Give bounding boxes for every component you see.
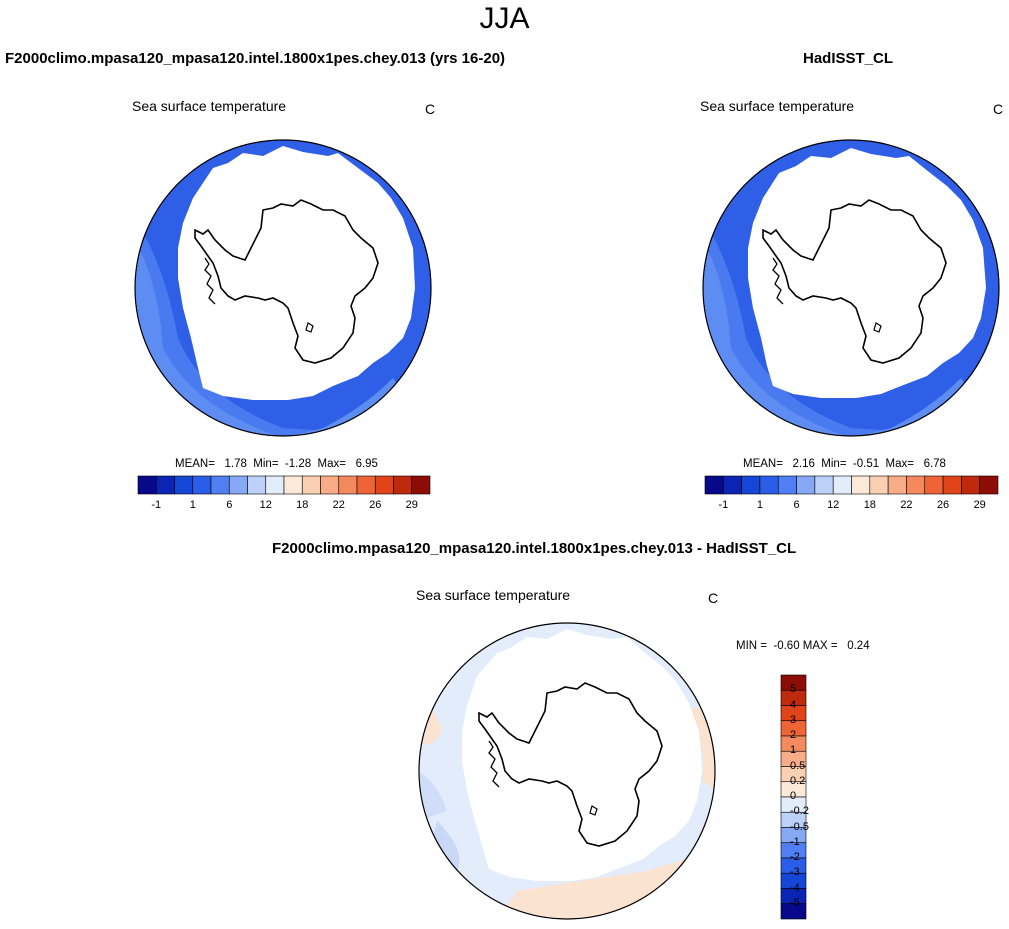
colorbar-swatch (796, 475, 816, 495)
colorbar-tick-label: -1 (790, 835, 800, 848)
colorbar-tick-label: 22 (900, 499, 913, 511)
colorbar-swatch (411, 475, 431, 495)
units-label-obs: C (993, 101, 1004, 117)
colorbar-swatch (906, 475, 926, 495)
colorbar-tick-label: 22 (332, 499, 345, 511)
variable-label-obs: Sea surface temperature (700, 98, 855, 114)
colorbar-swatch (320, 475, 340, 495)
map-obs (702, 139, 1000, 437)
colorbar-tick-label: 0.2 (790, 774, 806, 787)
colorbar-swatch (356, 475, 376, 495)
colorbar-tick-label: 1 (756, 499, 763, 511)
colorbar-swatch (869, 475, 889, 495)
colorbar-tick-label: 6 (226, 499, 233, 511)
season-title: JJA (479, 2, 530, 35)
map-model (134, 139, 432, 437)
colorbar-tick-label: 0.5 (790, 759, 806, 772)
colorbar-tick-label: 18 (863, 499, 876, 511)
colorbar-labels-diff: 5 4 3 2 1 0.5 0.2 0 -0.2 -0.5 -1 -2 -3 -4 -5 (790, 675, 830, 919)
stats-model: MEAN= 1.78 Min= -1.28 Max= 6.95 (175, 458, 378, 470)
colorbar-swatch (374, 475, 394, 495)
colorbar-tick-label: -4 (790, 881, 800, 894)
colorbar-tick-label: 2 (790, 729, 797, 741)
variable-label-model: Sea surface temperature (132, 98, 287, 114)
colorbar-tick-label: 5 (790, 683, 797, 696)
colorbar-swatch (814, 475, 834, 495)
colorbar-tick-label: 12 (259, 499, 272, 511)
colorbar-swatch (283, 475, 303, 495)
colorbar-tick-label: 3 (790, 713, 797, 726)
colorbar-swatch (210, 475, 230, 495)
colorbar-labels-obs: -1 1 6 12 18 22 26 29 (705, 499, 998, 513)
colorbar-swatch (137, 475, 157, 495)
units-label-diff: C (708, 590, 719, 606)
colorbar-tick-label: 0 (790, 790, 797, 802)
stats-obs: MEAN= 2.16 Min= -0.51 Max= 6.78 (743, 458, 946, 470)
panel-title-obs: HadISST_CL (803, 50, 894, 67)
colorbar-tick-label: -0.5 (790, 820, 809, 833)
panel-title-model: F2000climo.mpasa120_mpasa120.intel.1800x… (5, 50, 506, 67)
colorbar-swatch (924, 475, 944, 495)
colorbar-tick-label: 12 (827, 499, 840, 511)
colorbar-swatch (979, 475, 999, 495)
map-diff (418, 622, 716, 920)
stats-diff: MIN = -0.60 MAX = 0.24 (736, 640, 870, 652)
panel-title-diff: F2000climo.mpasa120_mpasa120.intel.1800x… (272, 540, 797, 557)
colorbar-swatch (851, 475, 871, 495)
colorbar-tick-label: -1 (151, 499, 162, 511)
colorbar-tick-label: -5 (790, 896, 800, 909)
colorbar-tick-label: 1 (790, 744, 797, 757)
colorbar-swatch (887, 475, 907, 495)
colorbar-swatch (192, 475, 212, 495)
colorbar-tick-label: 18 (296, 499, 309, 511)
colorbar-swatch (741, 475, 761, 495)
colorbar-tick-label: -1 (718, 499, 729, 511)
colorbar-swatch (265, 475, 285, 495)
colorbar-swatch (174, 475, 194, 495)
colorbar-swatch (780, 903, 807, 920)
colorbar-tick-label: 26 (936, 499, 950, 511)
colorbar-swatch (723, 475, 742, 495)
variable-label-diff: Sea surface temperature (416, 587, 571, 603)
colorbar-tick-label: 6 (793, 499, 800, 511)
colorbar-labels-model: -1 1 6 12 18 22 26 29 (138, 499, 430, 513)
colorbar-swatch (301, 475, 321, 495)
colorbar-model (137, 475, 431, 495)
units-label-model: C (425, 101, 436, 117)
colorbar-swatch (338, 475, 358, 495)
colorbar-tick-label: 29 (405, 499, 418, 511)
colorbar-tick-label: -3 (790, 866, 800, 879)
colorbar-swatch (155, 475, 175, 495)
colorbar-swatch (393, 475, 413, 495)
colorbar-swatch (777, 475, 797, 495)
colorbar-swatch (961, 475, 980, 495)
colorbar-tick-label: -0.2 (790, 805, 809, 818)
colorbar-obs (704, 475, 999, 495)
colorbar-swatch (704, 475, 724, 495)
colorbar-swatch (228, 475, 248, 495)
colorbar-tick-label: -2 (790, 851, 800, 863)
colorbar-tick-label: 29 (973, 499, 986, 511)
colorbar-tick-label: 26 (369, 499, 382, 511)
colorbar-tick-label: 1 (189, 499, 196, 511)
colorbar-swatch (832, 475, 852, 495)
colorbar-swatch (759, 475, 779, 495)
colorbar-swatch (247, 475, 267, 495)
colorbar-swatch (942, 475, 962, 495)
colorbar-tick-label: 4 (790, 698, 797, 711)
colorbar-diff (780, 674, 807, 920)
